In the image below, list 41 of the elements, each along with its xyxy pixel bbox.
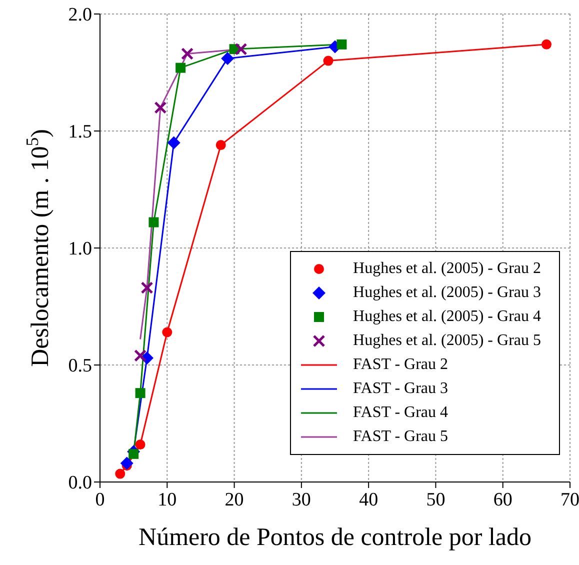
y-tick-label: 2.0	[68, 4, 92, 26]
point	[140, 282, 154, 294]
point	[134, 349, 147, 362]
x-axis-title: Número de Pontos de controle por lado	[138, 524, 532, 551]
legend-label: FAST - Grau 4	[353, 404, 448, 422]
point	[128, 448, 139, 459]
point	[135, 440, 146, 450]
point	[115, 468, 126, 479]
y-tick-label: 0.5	[68, 356, 92, 377]
legend-label: FAST - Grau 5	[353, 428, 448, 446]
x-tick-label: 40	[359, 489, 378, 510]
y-tick-label: 1.0	[68, 238, 92, 260]
point	[162, 327, 172, 338]
legend-label: Hughes et al. (2005) - Grau 3	[353, 284, 541, 302]
point	[221, 52, 234, 65]
legend-label: Hughes et al. (2005) - Grau 4	[353, 308, 541, 326]
point	[336, 39, 347, 50]
x-tick-label: 50	[426, 489, 446, 510]
legend-label: FAST - Grau 2	[353, 356, 448, 374]
x-tick-label: 10	[158, 489, 177, 510]
x-tick-label: 0	[95, 489, 105, 510]
legend-label: Hughes et al. (2005) - Grau 5	[353, 332, 541, 350]
y-tick-label: 1.5	[68, 122, 92, 143]
point	[148, 217, 159, 228]
point	[181, 48, 194, 60]
x-tick-label: 60	[493, 489, 512, 510]
legend-label: Hughes et al. (2005) - Grau 2	[353, 260, 541, 278]
point	[216, 140, 226, 150]
point	[234, 42, 248, 56]
x-tick-label: 70	[560, 489, 579, 510]
y-tick-label: 0.0	[68, 472, 92, 494]
point	[135, 388, 146, 398]
point	[167, 136, 180, 150]
x-tick-label: 30	[292, 489, 311, 510]
x-tick-label: 20	[224, 489, 244, 510]
point	[323, 56, 334, 66]
point	[120, 456, 134, 470]
point	[176, 62, 186, 73]
point	[542, 39, 552, 50]
legend-label: FAST - Grau 3	[353, 380, 448, 398]
point	[154, 101, 167, 114]
